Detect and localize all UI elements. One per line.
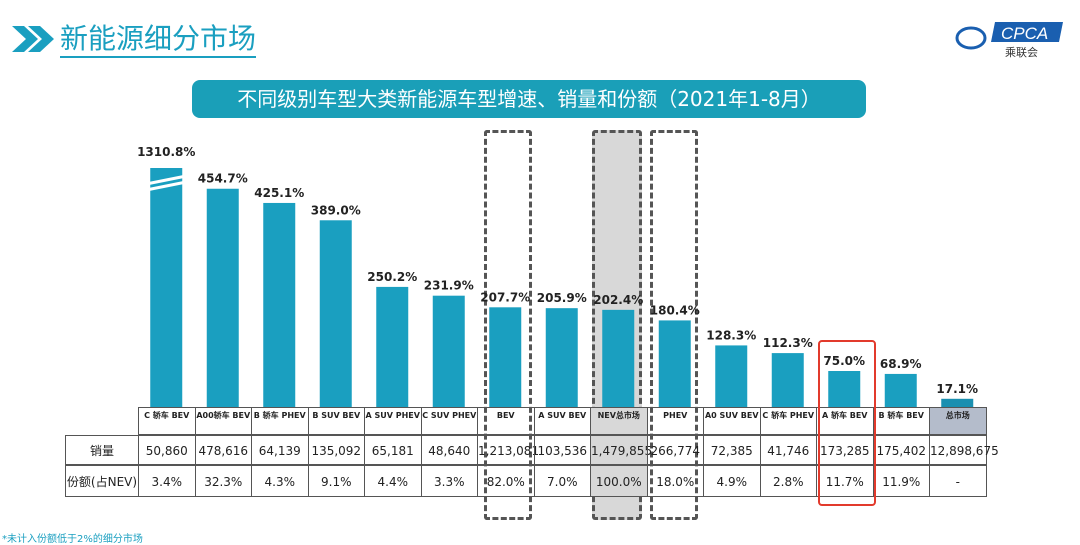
category-label: A SUV BEV [533, 407, 591, 435]
footnote: *未计入份额低于2%的细分市场 [2, 534, 143, 545]
axis-break-mark [145, 174, 187, 192]
a-sedan-bev-highlight-box [818, 340, 876, 506]
phev-highlight-box [650, 130, 698, 520]
value-label: 112.3% [763, 336, 813, 350]
category-label: C 轿车 PHEV [759, 407, 817, 435]
cpca-logo: CPCA 乘联会 [955, 18, 1065, 60]
bar-4 [376, 286, 409, 407]
bar-0 [150, 168, 183, 407]
row-label-sales: 销量 [65, 435, 139, 465]
bar-7 [545, 308, 578, 407]
share-cell: 18.0% [646, 465, 704, 497]
sales-cell: 12,898,675 [929, 435, 999, 465]
bar-3 [319, 220, 352, 407]
value-label: 180.4% [650, 303, 700, 317]
value-label: 205.9% [537, 291, 587, 305]
category-label: NEV总市场 [590, 407, 648, 435]
value-label: 231.9% [424, 279, 474, 293]
share-cell: 3.3% [420, 465, 478, 497]
share-cell: 7.0% [533, 465, 591, 497]
sales-cell: 103,536 [533, 435, 591, 465]
share-cell: 3.4% [138, 465, 196, 497]
sales-cell: 72,385 [703, 435, 761, 465]
sales-cell: 1,213,081 [477, 435, 539, 465]
value-label: 454.7% [198, 172, 248, 186]
category-label: A0 SUV BEV [703, 407, 761, 435]
value-label: 207.7% [480, 290, 530, 304]
value-label: 128.3% [706, 328, 756, 342]
bar-12 [828, 371, 861, 407]
sales-cell: 1,479,855 [590, 435, 652, 465]
category-label: A SUV PHEV [364, 407, 422, 435]
logo-sub: 乘联会 [1005, 46, 1038, 59]
value-label: 389.0% [311, 203, 361, 217]
sales-cell: 266,774 [646, 435, 704, 465]
bar-8 [602, 309, 635, 407]
share-cell: 4.9% [703, 465, 761, 497]
bar-10 [715, 345, 748, 407]
sales-cell: 478,616 [194, 435, 252, 465]
share-cell: 32.3% [194, 465, 252, 497]
category-label: C 轿车 BEV [138, 407, 196, 435]
sales-cell: 135,092 [307, 435, 365, 465]
share-cell: 2.8% [759, 465, 817, 497]
category-label: B 轿车 PHEV [251, 407, 309, 435]
bar-6 [489, 307, 522, 407]
sales-cell: 50,860 [138, 435, 196, 465]
logo-text: CPCA [1001, 24, 1048, 43]
bar-9 [658, 320, 691, 407]
category-label: BEV [477, 407, 535, 435]
value-label: 17.1% [936, 382, 978, 396]
value-label: 202.4% [593, 293, 643, 307]
bar-13 [884, 373, 917, 407]
value-label: 425.1% [254, 186, 304, 200]
sales-cell: 65,181 [364, 435, 422, 465]
category-label: B 轿车 BEV [872, 407, 930, 435]
bar-1 [206, 188, 239, 407]
share-cell: 100.0% [590, 465, 648, 497]
category-label: A00轿车 BEV [194, 407, 252, 435]
sales-cell: 48,640 [420, 435, 478, 465]
bar-2 [263, 202, 296, 407]
share-cell: 82.0% [477, 465, 535, 497]
bev-highlight-box [484, 130, 532, 520]
share-cell: 9.1% [307, 465, 365, 497]
sales-cell: 64,139 [251, 435, 309, 465]
chart-title: 不同级别车型大类新能源车型增速、销量和份额（2021年1-8月） [192, 80, 866, 118]
share-cell: 4.4% [364, 465, 422, 497]
category-label: 总市场 [929, 407, 987, 435]
category-label: PHEV [646, 407, 704, 435]
value-label: 75.0% [823, 354, 865, 368]
page-title: 新能源细分市场 [60, 22, 257, 58]
double-chevron-icon [10, 24, 56, 58]
value-label: 1310.8% [137, 145, 195, 159]
value-label: 68.9% [880, 357, 922, 371]
bar-11 [771, 353, 804, 407]
share-cell: 11.9% [872, 465, 930, 497]
sales-cell: 41,746 [759, 435, 817, 465]
sales-cell: 175,402 [872, 435, 930, 465]
value-label: 250.2% [367, 270, 417, 284]
bar-14 [941, 398, 974, 407]
row-label-share: 份额(占NEV) [65, 465, 139, 497]
share-cell: - [929, 465, 987, 497]
bar-5 [432, 295, 465, 407]
share-cell: 4.3% [251, 465, 309, 497]
category-label: B SUV BEV [307, 407, 365, 435]
category-label: C SUV PHEV [420, 407, 478, 435]
